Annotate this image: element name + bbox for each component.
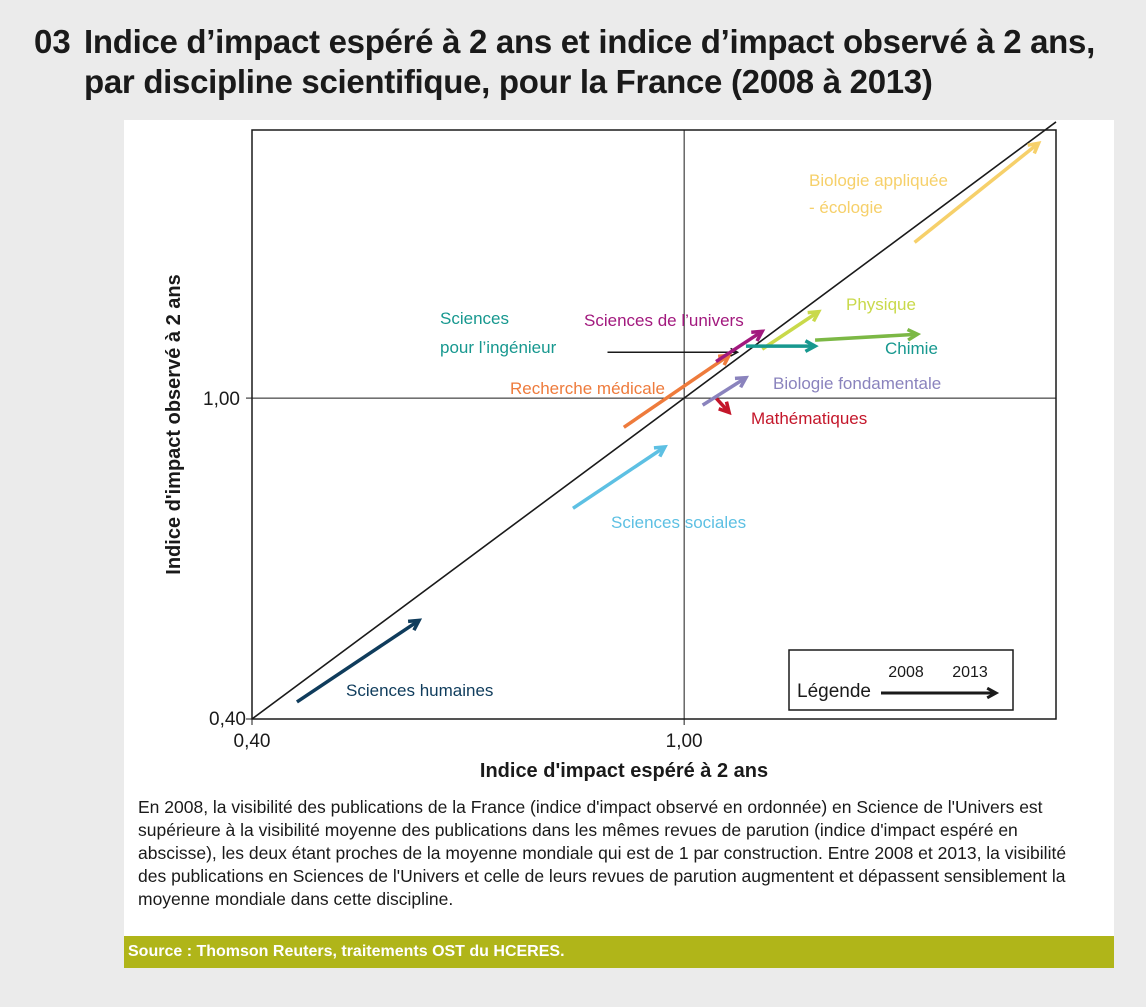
series-arrow-7-head [807, 309, 822, 323]
page-title-line1: Indice d’impact espéré à 2 ans et indice… [84, 23, 1095, 60]
x-tick-label: 1,00 [666, 731, 703, 752]
series-label: Sciences humaines [346, 681, 493, 700]
series-label: Chimie [885, 339, 938, 358]
y-tick-label: 0,40 [209, 709, 246, 730]
series-label: Biologie fondamentale [773, 374, 941, 393]
legend-to-label: 2013 [952, 664, 988, 681]
series-label: Physique [846, 295, 916, 314]
series-arrow-4-shaft [701, 376, 747, 407]
legend-arrow-head [986, 686, 1000, 700]
title-row-1: 03 Indice d’impact espéré à 2 ans et ind… [34, 22, 1134, 62]
legend-from-label: 2008 [888, 664, 924, 681]
legend-label: Légende [797, 681, 871, 702]
series-label: Sciences [440, 309, 509, 328]
series-arrow-6-head [751, 329, 766, 342]
series-arrow-9-shaft [814, 332, 918, 342]
diagonal-line [251, 121, 1057, 720]
series-arrow-7-shaft [761, 310, 820, 351]
series-label: Biologie appliquée [809, 171, 948, 190]
title-row-2: par discipline scientifique, pour la Fra… [34, 62, 1134, 102]
plot-frame [251, 129, 1057, 720]
series-arrow-4-head [734, 375, 750, 389]
x-axis-title: Indice d'impact espéré à 2 ans [480, 760, 768, 782]
y-axis-title: Indice d'impact observé à 2 ans [163, 274, 185, 574]
series-arrow-6-shaft [715, 329, 764, 364]
legend-box [788, 649, 1014, 711]
x-tick-label: 0,40 [234, 731, 271, 752]
series-arrow-10-shaft [913, 141, 1040, 244]
y-tick-label: 1,00 [203, 389, 240, 410]
figure-panel: 0,40 1,00 0,40 1,00 Indice d'impact espéré à… [124, 120, 1114, 968]
page-title-line2: par discipline scientifique, pour la Fra… [84, 63, 933, 100]
series-arrow-9-head [906, 327, 922, 342]
series-label: Sciences sociales [611, 513, 746, 532]
series-label: Sciences de l’univers [584, 311, 744, 330]
caption: En 2008, la visibilité des publications … [138, 797, 1067, 909]
title-block: 03 Indice d’impact espéré à 2 ans et ind… [34, 22, 1134, 102]
series-label: - écologie [809, 198, 883, 217]
series-label: Recherche médicale [510, 379, 665, 398]
series-arrow-10-head [1027, 141, 1042, 155]
figure-number: 03 [34, 23, 71, 60]
series-arrow-2-shaft [622, 353, 731, 429]
scatter-arrow-chart: 0,40 1,00 0,40 1,00 Indice d'impact espéré à… [163, 121, 1057, 782]
series-arrow-3-head [718, 401, 732, 416]
series-label: pour l’ingénieur [440, 338, 557, 357]
series-arrow-8-head [804, 339, 819, 353]
series-arrow-1-shaft [571, 445, 666, 510]
series-arrow-0-head [407, 618, 423, 631]
source-bar: Source : Thomson Reuters, traitements OS… [124, 936, 1114, 968]
series-arrow-1-head [653, 444, 668, 458]
series-arrow-0-shaft [295, 618, 421, 704]
series-label: Mathématiques [751, 409, 867, 428]
